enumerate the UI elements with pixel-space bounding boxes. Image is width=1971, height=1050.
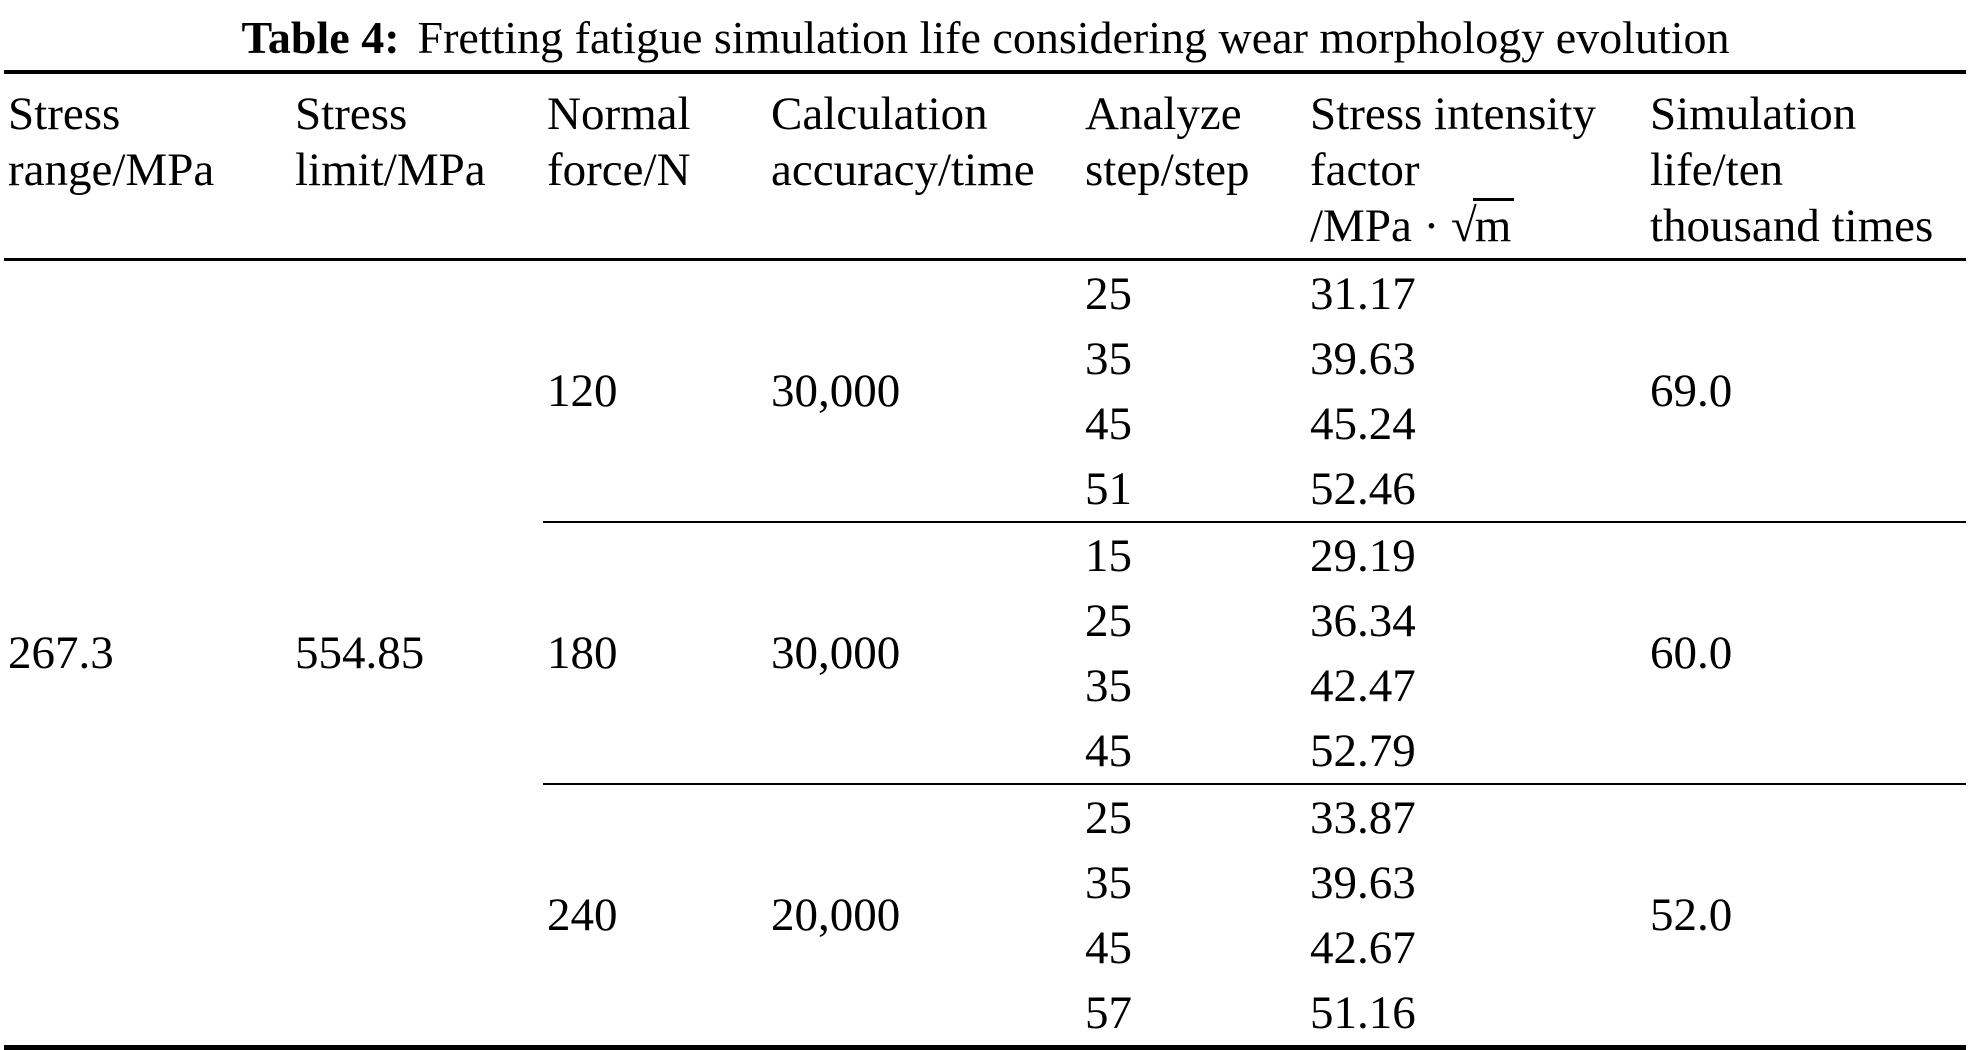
col-header-normal-force: Normal force/N [543,72,767,261]
header-line: Analyze [1085,88,1242,140]
cell-sif: 39.63 [1310,856,1416,909]
cell-step: 45 [1085,921,1132,974]
table-row: 51 52.46 [4,456,1966,522]
cell-step: 45 [1085,724,1132,777]
cell-normal-force: 120 [547,365,618,417]
header-line: Normal [547,88,691,140]
cell-calculation-accuracy: 30,000 [767,521,1081,784]
cell-step: 15 [1081,521,1306,588]
table-row: 57 51.16 [4,980,1966,1048]
header-line: step/step [1085,144,1250,196]
col-header-stress-range: Stress range/MPa [4,72,291,261]
cell-step: 57 [1085,986,1132,1039]
cell-step: 25 [1081,783,1306,850]
header-line: accuracy/time [771,144,1035,196]
cell-simulation-life: 60.0 [1646,521,1966,784]
header-line: Calculation [771,88,988,140]
cell-step: 25 [1085,267,1132,320]
cell-normal-force: 180 [543,521,767,784]
table-caption-label: Table 4: [241,12,400,63]
cell-sif: 39.63 [1310,332,1416,385]
table-row: 45 42.67 [4,915,1966,980]
col-header-calculation-accuracy: Calculation accuracy/time [767,72,1081,261]
table-row: 45 52.79 [4,718,1966,784]
col-header-analyze-step: Analyze step/step [1081,72,1306,261]
cell-sif: 52.46 [1310,462,1416,515]
cell-step: 51 [1085,462,1132,515]
data-table: Stress range/MPa Stress limit/MPa Normal… [4,70,1966,1050]
table-row: 267.3 554.85 120 30,000 25 31.17 69.0 [4,260,1966,680]
cell-calculation-accuracy: 30,000 [771,365,901,417]
cell-sif: 51.16 [1310,986,1416,1039]
header-line: range/MPa [8,144,215,196]
table-row: 35 42.47 [4,653,1966,718]
header-row: Stress range/MPa Stress limit/MPa Normal… [4,72,1966,261]
cell-stress-limit: 554.85 [295,627,425,679]
table-caption: Table 4: Fretting fatigue simulation life… [0,0,1971,70]
table-row: 45 45.24 [4,391,1966,456]
col-header-stress-intensity-factor: Stress intensity factor /MPa · √m [1306,72,1646,261]
cell-sif: 36.34 [1310,594,1416,647]
cell-simulation-life: 52.0 [1646,783,1966,1048]
table-row: 240 20,000 25 33.87 52.0 [4,783,1966,1048]
cell-sif: 29.19 [1306,521,1646,588]
table-row: 180 30,000 15 29.19 60.0 [4,521,1966,784]
cell-sif: 42.67 [1310,921,1416,974]
header-line: life/ten [1650,144,1784,196]
header-line: thousand times [1650,200,1934,252]
cell-sif: 52.79 [1310,724,1416,777]
cell-simulation-life: 69.0 [1650,365,1733,417]
cell-normal-force: 240 [543,783,767,1048]
cell-step: 35 [1085,856,1132,909]
cell-sif: 42.47 [1310,659,1416,712]
table-row: 35 39.63 [4,326,1966,391]
header-line: Stress intensity [1310,88,1596,140]
header-line: limit/MPa [295,144,486,196]
header-line: factor [1310,144,1420,196]
cell-step: 45 [1085,397,1132,450]
cell-stress-range: 267.3 [8,627,114,679]
radical-sign: √ [1451,200,1477,252]
cell-step: 35 [1085,659,1132,712]
cell-sif: 45.24 [1310,397,1416,450]
cell-step: 25 [1085,594,1132,647]
col-header-stress-limit: Stress limit/MPa [291,72,543,261]
header-line: Stress [8,88,121,140]
cell-sif: 33.87 [1306,783,1646,850]
table-row: 25 36.34 [4,588,1966,653]
sif-unit-line: /MPa · √m [1310,198,1646,254]
col-header-simulation-life: Simulation life/ten thousand times [1646,72,1966,261]
cell-calculation-accuracy: 20,000 [767,783,1081,1048]
header-line: Stress [295,88,408,140]
radicand: m [1472,198,1515,250]
header-line: force/N [547,144,691,196]
sif-unit-prefix: /MPa · [1310,200,1440,252]
cell-step: 35 [1085,332,1132,385]
table-row: 35 39.63 [4,850,1966,915]
cell-sif: 31.17 [1310,267,1416,320]
table-caption-text: Fretting fatigue simulation life conside… [417,12,1730,63]
header-line: Simulation [1650,88,1857,140]
